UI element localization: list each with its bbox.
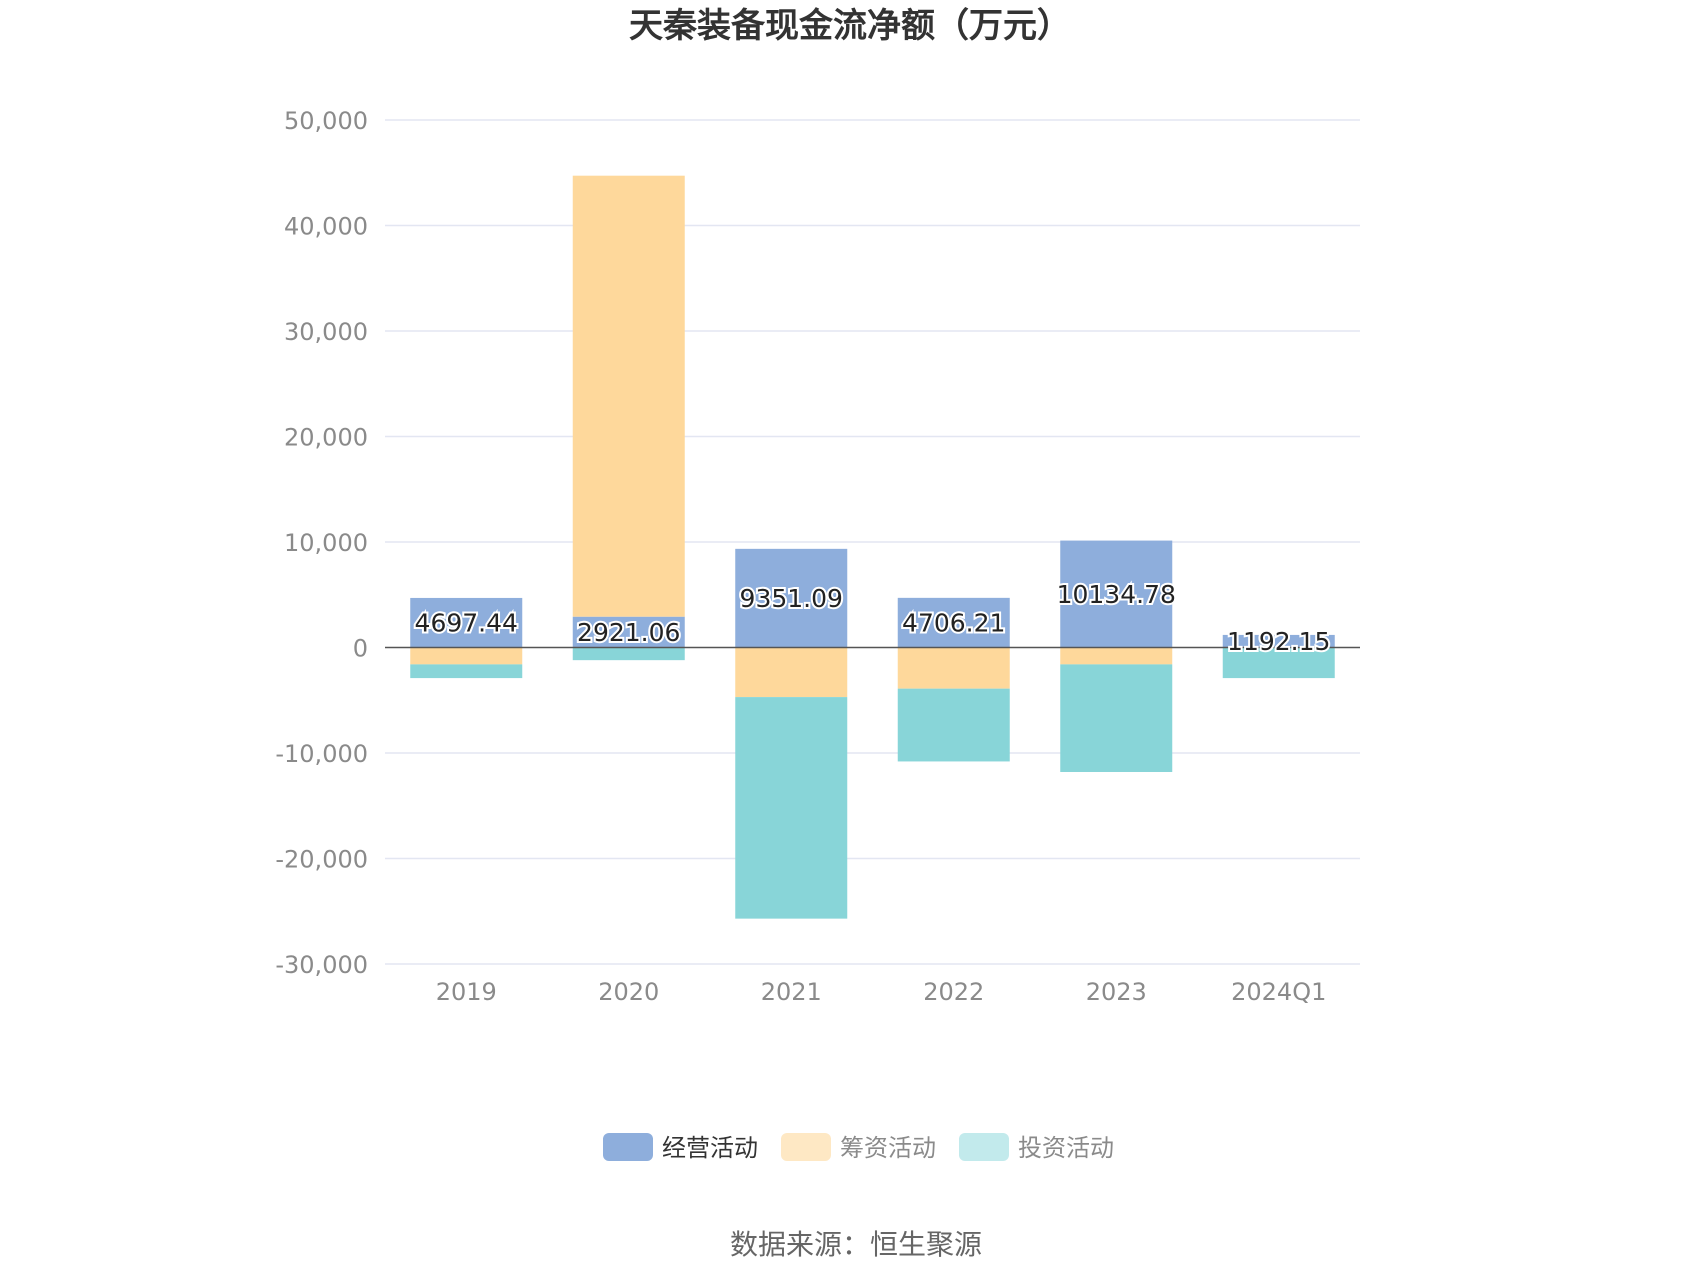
data-label: 10134.78 (1057, 580, 1176, 609)
data-label: 4697.44 (415, 609, 518, 638)
legend-swatch[interactable] (781, 1133, 831, 1161)
y-tick-label: -20,000 (275, 846, 368, 874)
y-tick-label: -10,000 (275, 740, 368, 768)
x-tick-label: 2023 (1086, 978, 1147, 1006)
x-axis-labels: 2019 2020 2021 2022 2023 2024Q1 (436, 978, 1327, 1006)
x-tick-label: 2020 (598, 978, 659, 1006)
data-label: 4706.21 (902, 609, 1005, 638)
bar-segment[interactable] (1060, 540, 1173, 648)
legend-label[interactable]: 投资活动 (1018, 1134, 1114, 1162)
bar-segment[interactable] (1222, 634, 1335, 648)
y-tick-label: 0 (353, 635, 368, 663)
data-label: 2921.06 (577, 618, 680, 647)
bar-segment[interactable] (735, 647, 848, 698)
y-tick-label: 30,000 (284, 318, 368, 346)
bar-segment[interactable] (410, 647, 523, 665)
x-tick-label: 2019 (436, 978, 497, 1006)
bar-segment[interactable] (897, 647, 1010, 689)
bar-segment[interactable] (572, 647, 685, 661)
y-tick-label: 10,000 (284, 529, 368, 557)
bar-segment[interactable] (572, 175, 685, 617)
bar-segment[interactable] (572, 616, 685, 648)
legend-swatch[interactable] (603, 1133, 653, 1161)
legend-swatch[interactable] (959, 1133, 1009, 1161)
chart-title: 天秦装备现金流净额（万元） (629, 6, 1071, 46)
data-label: 9351.09 (740, 584, 843, 613)
bar-segment[interactable] (735, 697, 848, 919)
y-tick-label: 50,000 (284, 107, 368, 135)
bar-segment[interactable] (1060, 647, 1173, 665)
bar-segment[interactable] (410, 664, 523, 679)
grid-lines (385, 119, 1360, 965)
y-tick-label: -30,000 (275, 951, 368, 979)
bar-segment[interactable] (1060, 664, 1173, 772)
x-tick-label: 2021 (761, 978, 822, 1006)
bar-segment[interactable] (735, 548, 848, 648)
y-tick-label: 20,000 (284, 424, 368, 452)
y-axis-labels: 50,000 40,000 30,000 20,000 10,000 0 -10,000 -2… (275, 107, 368, 979)
x-tick-label: 2024Q1 (1231, 978, 1326, 1006)
x-tick-label: 2022 (923, 978, 984, 1006)
bar-segment[interactable] (410, 597, 523, 648)
bar-segment[interactable] (897, 688, 1010, 762)
y-tick-label: 40,000 (284, 213, 368, 241)
bar-segment[interactable] (897, 597, 1010, 648)
source-note: 数据来源：恒生聚源 (730, 1228, 982, 1261)
legend[interactable]: 经营活动 筹资活动 投资活动 (603, 1133, 1114, 1162)
bar-series (410, 175, 1335, 919)
legend-label[interactable]: 经营活动 (662, 1134, 758, 1162)
bar-segment[interactable] (1222, 647, 1335, 679)
legend-label[interactable]: 筹资活动 (840, 1134, 936, 1162)
data-labels: 4697.44 2921.06 9351.09 4706.21 10134.78 1192… (413, 578, 1333, 658)
data-label: 1192.15 (1227, 627, 1330, 656)
